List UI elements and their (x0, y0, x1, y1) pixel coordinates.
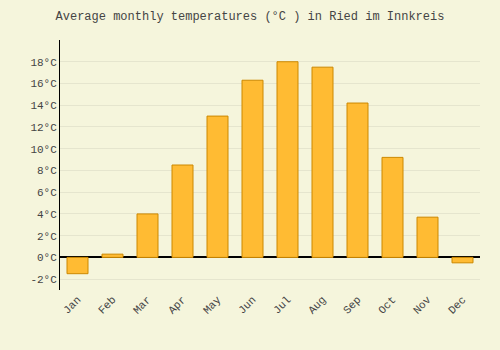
svg-text:Oct: Oct (376, 294, 398, 316)
svg-text:-2°C: -2°C (30, 274, 57, 286)
svg-text:6°C: 6°C (37, 187, 57, 199)
svg-text:Nov: Nov (411, 294, 434, 317)
svg-text:May: May (201, 294, 224, 317)
svg-text:Sep: Sep (341, 294, 363, 316)
svg-text:8°C: 8°C (37, 165, 57, 177)
svg-text:Aug: Aug (306, 294, 328, 316)
svg-text:2°C: 2°C (37, 231, 57, 243)
svg-text:Dec: Dec (446, 294, 468, 316)
svg-text:Mar: Mar (131, 294, 153, 316)
svg-text:Jan: Jan (61, 294, 83, 316)
svg-text:12°C: 12°C (30, 122, 57, 134)
svg-text:16°C: 16°C (30, 78, 57, 90)
svg-text:18°C: 18°C (30, 57, 57, 69)
svg-text:0°C: 0°C (37, 252, 57, 264)
svg-text:4°C: 4°C (37, 209, 57, 221)
svg-text:Average monthly temperatures (: Average monthly temperatures (°C ) in Ri… (56, 10, 445, 24)
svg-text:Apr: Apr (166, 294, 188, 316)
svg-text:14°C: 14°C (30, 100, 57, 112)
svg-text:Jul: Jul (271, 294, 293, 316)
svg-text:10°C: 10°C (30, 144, 57, 156)
svg-text:Feb: Feb (96, 294, 118, 316)
svg-text:Jun: Jun (236, 294, 258, 316)
